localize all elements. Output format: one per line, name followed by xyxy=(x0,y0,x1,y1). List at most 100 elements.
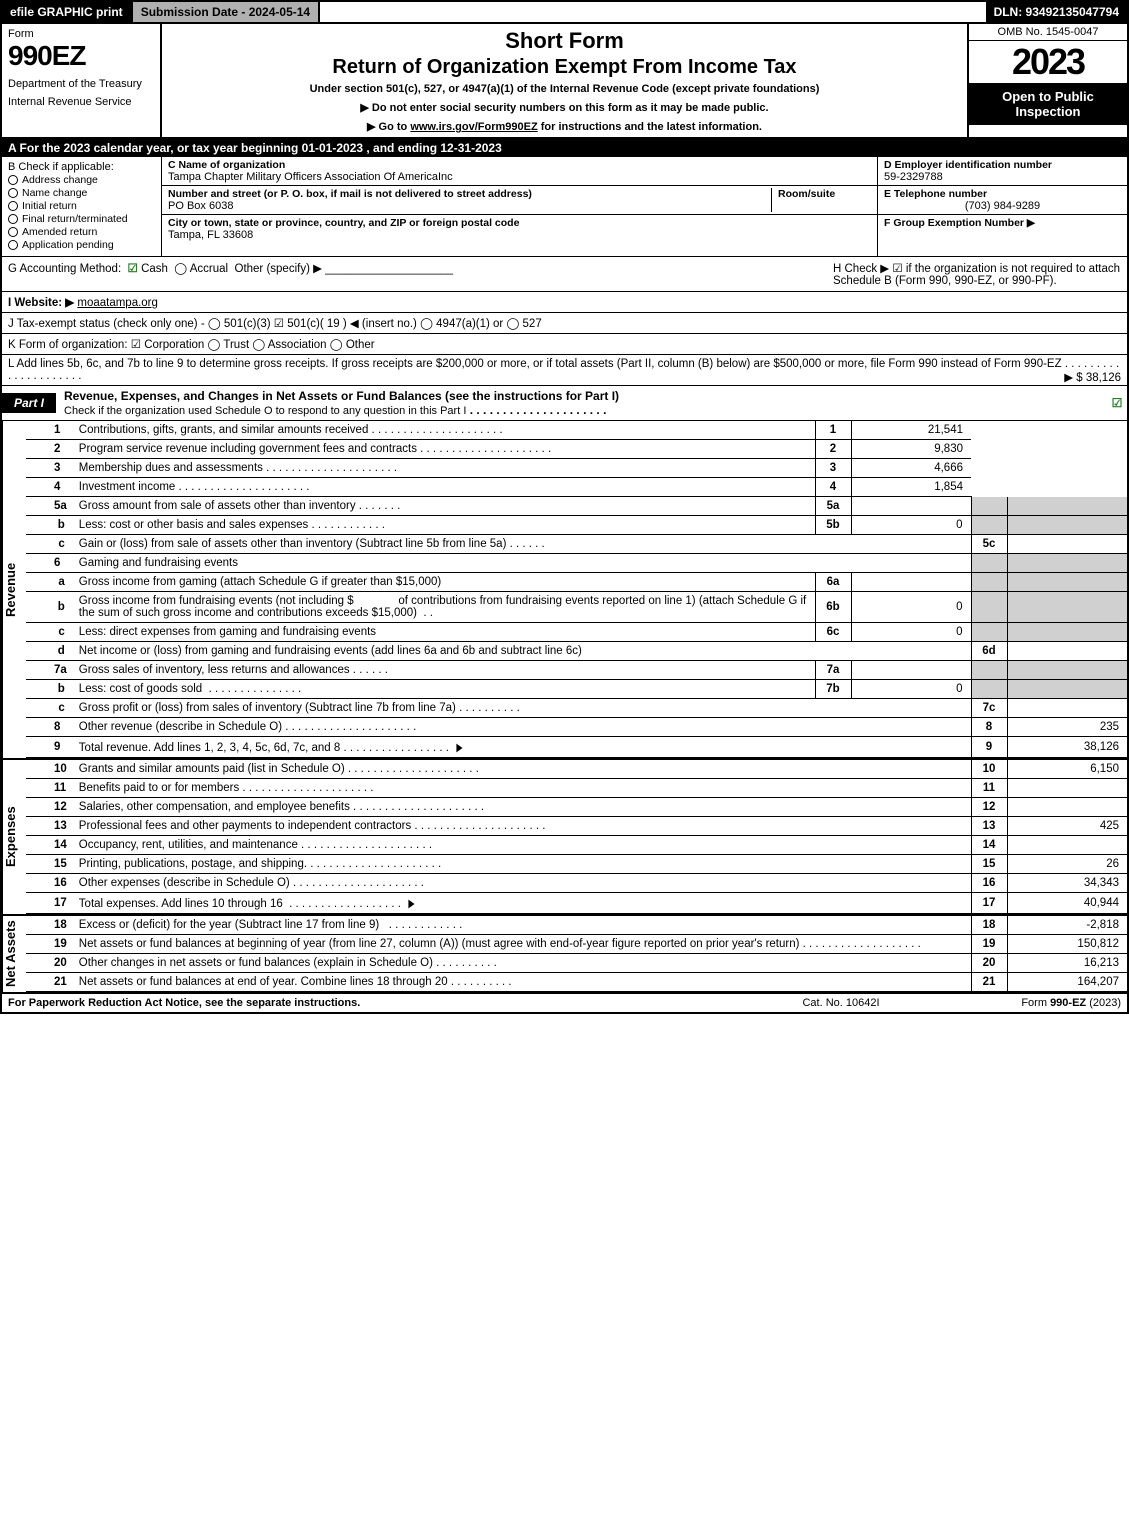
row-7c: cGross profit or (loss) from sales of in… xyxy=(26,699,1127,718)
row-10: 10Grants and similar amounts paid (list … xyxy=(26,760,1127,779)
c-label: C Name of organization xyxy=(168,159,871,171)
expenses-table: 10Grants and similar amounts paid (list … xyxy=(26,760,1127,914)
form-number: 990EZ xyxy=(8,40,154,72)
row-a: A For the 2023 calendar year, or tax yea… xyxy=(0,139,1129,157)
col-c: C Name of organization Tampa Chapter Mil… xyxy=(162,157,877,256)
street-label: Number and street (or P. O. box, if mail… xyxy=(168,188,532,200)
tax-year: 2023 xyxy=(969,41,1127,83)
part1-bar: Part I Revenue, Expenses, and Changes in… xyxy=(0,386,1129,421)
e-block: E Telephone number (703) 984-9289 xyxy=(878,186,1127,215)
row-8: 8Other revenue (describe in Schedule O)8… xyxy=(26,718,1127,737)
l-row: L Add lines 5b, 6c, and 7b to line 9 to … xyxy=(0,355,1129,386)
footer-mid: Cat. No. 10642I xyxy=(741,997,941,1009)
footer-left: For Paperwork Reduction Act Notice, see … xyxy=(8,997,741,1009)
side-revenue: Revenue xyxy=(2,421,26,758)
l-amount: ▶ $ 38,126 xyxy=(1064,370,1121,384)
row-9: 9Total revenue. Add lines 1, 2, 3, 4, 5c… xyxy=(26,737,1127,758)
bcd-block: B Check if applicable: Address change Na… xyxy=(0,157,1129,257)
netassets-wrap: Net Assets 18Excess or (deficit) for the… xyxy=(0,914,1129,993)
submission-date: Submission Date - 2024-05-14 xyxy=(133,2,320,22)
chk-initial[interactable]: Initial return xyxy=(8,200,155,212)
gh-row: G Accounting Method: ☑ Cash ◯ Accrual Ot… xyxy=(0,257,1129,292)
l-text: L Add lines 5b, 6c, and 7b to line 9 to … xyxy=(8,358,1062,370)
row-19: 19Net assets or fund balances at beginni… xyxy=(26,935,1127,954)
row-6b: bGross income from fundraising events (n… xyxy=(26,592,1127,623)
row-6: 6Gaming and fundraising events xyxy=(26,554,1127,573)
city-value: Tampa, FL 33608 xyxy=(168,229,871,241)
row-5a: 5aGross amount from sale of assets other… xyxy=(26,497,1127,516)
side-expenses: Expenses xyxy=(2,760,26,914)
open-public: Open to Public Inspection xyxy=(969,83,1127,125)
goto-post: for instructions and the latest informat… xyxy=(538,121,762,133)
col-b: B Check if applicable: Address change Na… xyxy=(2,157,162,256)
d-label: D Employer identification number xyxy=(884,159,1121,171)
row-14: 14Occupancy, rent, utilities, and mainte… xyxy=(26,836,1127,855)
return-title: Return of Organization Exempt From Incom… xyxy=(170,56,959,79)
schedule-o-check-icon: ☑ xyxy=(1107,396,1127,410)
f-label: F Group Exemption Number ▶ xyxy=(884,217,1035,229)
row-21: 21Net assets or fund balances at end of … xyxy=(26,973,1127,992)
g-accrual: Accrual xyxy=(190,263,228,275)
ein-value: 59-2329788 xyxy=(884,171,1121,183)
g-cash: Cash xyxy=(141,263,168,275)
goto-link[interactable]: www.irs.gov/Form990EZ xyxy=(410,121,537,133)
row-13: 13Professional fees and other payments t… xyxy=(26,817,1127,836)
revenue-wrap: Revenue 1Contributions, gifts, grants, a… xyxy=(0,421,1129,758)
k-row: K Form of organization: ☑ Corporation ◯ … xyxy=(0,334,1129,355)
header-left: Form 990EZ Department of the Treasury In… xyxy=(2,24,162,137)
c-city-block: City or town, state or province, country… xyxy=(162,215,877,243)
dln-label: DLN: 93492135047794 xyxy=(986,2,1127,22)
i-label: I Website: ▶ xyxy=(8,297,74,309)
revenue-table: 1Contributions, gifts, grants, and simil… xyxy=(26,421,1127,758)
under-section: Under section 501(c), 527, or 4947(a)(1)… xyxy=(170,83,959,95)
g-block: G Accounting Method: ☑ Cash ◯ Accrual Ot… xyxy=(2,257,827,291)
j-row: J Tax-exempt status (check only one) - ◯… xyxy=(0,313,1129,334)
row-1: 1Contributions, gifts, grants, and simil… xyxy=(26,421,1127,440)
footer-right: Form 990-EZ (2023) xyxy=(941,997,1121,1009)
f-block: F Group Exemption Number ▶ xyxy=(878,215,1127,231)
chk-final[interactable]: Final return/terminated xyxy=(8,213,155,225)
chk-name[interactable]: Name change xyxy=(8,187,155,199)
row-20: 20Other changes in net assets or fund ba… xyxy=(26,954,1127,973)
row-3: 3Membership dues and assessments34,666 xyxy=(26,459,1127,478)
row-2: 2Program service revenue including gover… xyxy=(26,440,1127,459)
row-4: 4Investment income41,854 xyxy=(26,478,1127,497)
netassets-table: 18Excess or (deficit) for the year (Subt… xyxy=(26,916,1127,992)
phone-value: (703) 984-9289 xyxy=(884,200,1121,212)
row-11: 11Benefits paid to or for members11 xyxy=(26,779,1127,798)
chk-address[interactable]: Address change xyxy=(8,174,155,186)
city-label: City or town, state or province, country… xyxy=(168,217,871,229)
c-street-block: Number and street (or P. O. box, if mail… xyxy=(162,186,877,215)
c-name-block: C Name of organization Tampa Chapter Mil… xyxy=(162,157,877,186)
b-label: B Check if applicable: xyxy=(8,161,155,173)
expenses-wrap: Expenses 10Grants and similar amounts pa… xyxy=(0,758,1129,914)
form-header: Form 990EZ Department of the Treasury In… xyxy=(0,24,1129,139)
row-12: 12Salaries, other compensation, and empl… xyxy=(26,798,1127,817)
omb-number: OMB No. 1545-0047 xyxy=(969,24,1127,41)
d-block: D Employer identification number 59-2329… xyxy=(878,157,1127,186)
room-label: Room/suite xyxy=(778,188,835,200)
chk-amended[interactable]: Amended return xyxy=(8,226,155,238)
row-17: 17Total expenses. Add lines 10 through 1… xyxy=(26,893,1127,914)
side-netassets: Net Assets xyxy=(2,916,26,992)
chk-pending[interactable]: Application pending xyxy=(8,239,155,251)
row-15: 15Printing, publications, postage, and s… xyxy=(26,855,1127,874)
goto-line: ▶ Go to www.irs.gov/Form990EZ for instru… xyxy=(170,120,959,133)
part1-tag: Part I xyxy=(2,393,56,413)
e-label: E Telephone number xyxy=(884,188,1121,200)
i-row: I Website: ▶ moaatampa.org xyxy=(0,292,1129,313)
org-name: Tampa Chapter Military Officers Associat… xyxy=(168,171,871,183)
goto-pre: ▶ Go to xyxy=(367,121,410,133)
row-6a: aGross income from gaming (attach Schedu… xyxy=(26,573,1127,592)
dots-icon xyxy=(470,403,607,417)
row-7a: 7aGross sales of inventory, less returns… xyxy=(26,661,1127,680)
row-5b: bLess: cost or other basis and sales exp… xyxy=(26,516,1127,535)
website-link[interactable]: moaatampa.org xyxy=(77,297,158,309)
form-word: Form xyxy=(8,28,154,40)
row-7b: bLess: cost of goods sold . . . . . . . … xyxy=(26,680,1127,699)
page-footer: For Paperwork Reduction Act Notice, see … xyxy=(0,993,1129,1014)
g-other: Other (specify) ▶ xyxy=(235,263,322,275)
h-block: H Check ▶ ☑ if the organization is not r… xyxy=(827,257,1127,291)
row-5c: cGain or (loss) from sale of assets othe… xyxy=(26,535,1127,554)
col-def: D Employer identification number 59-2329… xyxy=(877,157,1127,256)
